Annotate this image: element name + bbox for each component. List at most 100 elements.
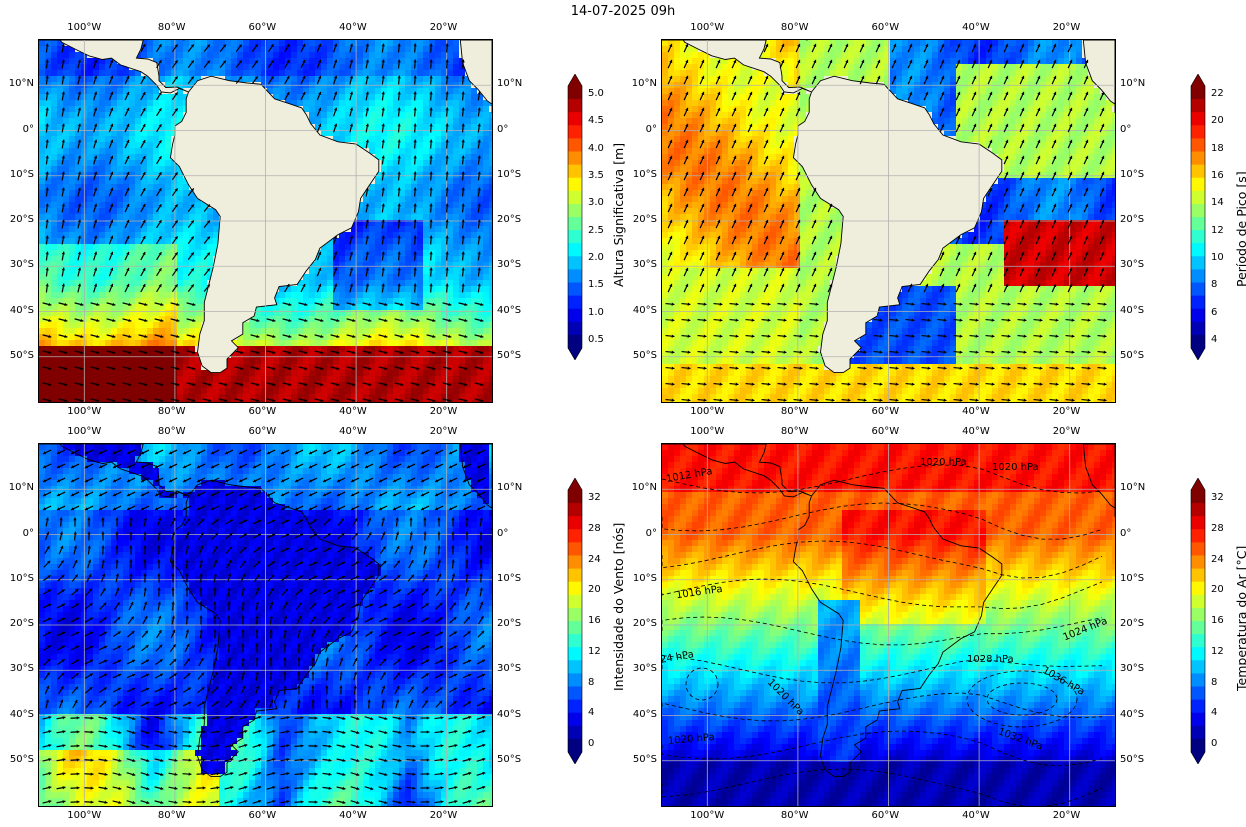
lat-tick-label: 20°S bbox=[631, 215, 657, 225]
lat-tick-label: 0° bbox=[631, 528, 657, 539]
graticule bbox=[39, 444, 492, 806]
lon-tick-label: 60°W bbox=[249, 427, 277, 437]
lat-tick-label: 50°S bbox=[631, 350, 657, 361]
lon-tick-label: 100°W bbox=[67, 811, 101, 821]
colorbar-label: Temperatura do Ar [°C] bbox=[1234, 546, 1246, 691]
lat-tick-label: 0° bbox=[497, 124, 508, 135]
lat-tick-label: 0° bbox=[1120, 124, 1131, 135]
colorbar-tick-label: 6 bbox=[1211, 307, 1217, 318]
colorbar-tick-label: 8 bbox=[1211, 677, 1217, 688]
lat-tick-label: 50°S bbox=[1120, 350, 1144, 361]
lat-tick-label: 40°S bbox=[1120, 305, 1144, 316]
map-canvas-hs bbox=[39, 40, 492, 402]
lat-tick-label: 10°N bbox=[497, 79, 522, 89]
colorbar-tick-label: 16 bbox=[1211, 171, 1224, 181]
colorbar-tick-label: 4.5 bbox=[588, 116, 604, 126]
field-raster bbox=[39, 444, 492, 806]
coastline bbox=[39, 444, 189, 498]
lat-tick-label: 30°S bbox=[1120, 664, 1144, 674]
lon-tick-label: 100°W bbox=[67, 23, 101, 33]
lat-tick-label: 0° bbox=[8, 124, 34, 135]
lat-tick-label: 40°S bbox=[8, 305, 34, 316]
colorbar-tick-label: 28 bbox=[1211, 523, 1224, 534]
figure-title: 14-07-2025 09h bbox=[0, 4, 1246, 19]
colorbar-tick-label: 5.0 bbox=[588, 89, 604, 99]
lon-tick-label: 80°W bbox=[781, 427, 809, 437]
lat-tick-label: 10°S bbox=[1120, 573, 1144, 584]
lat-tick-label: 0° bbox=[497, 528, 508, 539]
map-canvas-wind bbox=[39, 444, 492, 806]
isobars bbox=[662, 464, 1103, 806]
colorbar-tp bbox=[1190, 74, 1206, 360]
lon-tick-label: 60°W bbox=[249, 407, 277, 417]
lat-tick-label: 10°N bbox=[1120, 79, 1145, 89]
colorbar-tick-label: 8 bbox=[588, 677, 594, 688]
lat-tick-label: 10°S bbox=[631, 573, 657, 584]
coastline bbox=[459, 444, 492, 517]
field-raster bbox=[662, 444, 1115, 806]
lon-tick-label: 80°W bbox=[781, 23, 809, 33]
lat-tick-label: 50°S bbox=[631, 754, 657, 765]
map-panel-wind bbox=[38, 443, 493, 807]
colorbar-tick-label: 16 bbox=[1211, 616, 1224, 626]
colorbar-wind bbox=[567, 478, 583, 764]
lon-tick-label: 80°W bbox=[158, 23, 186, 33]
map-canvas-tp bbox=[662, 40, 1115, 402]
colorbar-label: Intensidade do Vento [nós] bbox=[611, 523, 626, 691]
coastline bbox=[1082, 40, 1115, 113]
lat-tick-label: 10°N bbox=[1120, 483, 1145, 493]
lat-tick-label: 20°S bbox=[8, 619, 34, 629]
lat-tick-label: 30°S bbox=[8, 664, 34, 674]
lat-tick-label: 40°S bbox=[1120, 709, 1144, 720]
lat-tick-label: 20°S bbox=[497, 215, 521, 225]
lat-tick-label: 10°S bbox=[8, 169, 34, 180]
lat-tick-label: 30°S bbox=[497, 664, 521, 674]
lat-tick-label: 40°S bbox=[631, 305, 657, 316]
vector-arrows bbox=[42, 43, 484, 402]
lon-tick-label: 100°W bbox=[67, 407, 101, 417]
coastline bbox=[662, 444, 812, 498]
lon-tick-label: 100°W bbox=[690, 811, 724, 821]
lat-tick-label: 10°S bbox=[8, 573, 34, 584]
colorbar-tick-label: 18 bbox=[1211, 143, 1224, 154]
colorbar-tick-label: 3.5 bbox=[588, 171, 604, 181]
lat-tick-label: 40°S bbox=[8, 709, 34, 720]
map-panel-hs bbox=[38, 39, 493, 403]
lat-tick-label: 20°S bbox=[8, 215, 34, 225]
lon-tick-label: 20°W bbox=[1053, 23, 1081, 33]
colorbar-tick-label: 3.0 bbox=[588, 198, 604, 208]
lon-tick-label: 100°W bbox=[690, 407, 724, 417]
colorbar-tick-label: 2.0 bbox=[588, 253, 604, 263]
colorbar-tick-label: 0 bbox=[588, 739, 594, 749]
lon-tick-label: 20°W bbox=[1053, 427, 1081, 437]
lat-tick-label: 10°N bbox=[631, 79, 657, 89]
lon-tick-label: 40°W bbox=[339, 407, 367, 417]
lat-tick-label: 20°S bbox=[631, 619, 657, 629]
colorbar-tick-label: 22 bbox=[1211, 89, 1224, 99]
lon-tick-label: 60°W bbox=[872, 23, 900, 33]
lon-tick-label: 60°W bbox=[249, 23, 277, 33]
lat-tick-label: 30°S bbox=[1120, 260, 1144, 270]
lon-tick-label: 80°W bbox=[158, 427, 186, 437]
lat-tick-label: 50°S bbox=[1120, 754, 1144, 765]
lat-tick-label: 40°S bbox=[631, 709, 657, 720]
lat-tick-label: 30°S bbox=[8, 260, 34, 270]
lat-tick-label: 50°S bbox=[8, 350, 34, 361]
lon-tick-label: 20°W bbox=[430, 427, 458, 437]
lon-tick-label: 80°W bbox=[781, 811, 809, 821]
lon-tick-label: 100°W bbox=[67, 427, 101, 437]
coastline bbox=[1082, 444, 1115, 517]
colorbar-tick-label: 1.0 bbox=[588, 307, 604, 318]
lon-tick-label: 20°W bbox=[430, 407, 458, 417]
colorbar-tick-label: 16 bbox=[588, 616, 601, 626]
colorbar-label: Período de Pico [s] bbox=[1234, 171, 1246, 287]
lat-tick-label: 50°S bbox=[497, 350, 521, 361]
colorbar-tick-label: 4.0 bbox=[588, 143, 604, 154]
lon-tick-label: 80°W bbox=[158, 811, 186, 821]
lat-tick-label: 20°S bbox=[1120, 619, 1144, 629]
lat-tick-label: 10°S bbox=[497, 169, 521, 180]
lat-tick-label: 10°N bbox=[8, 483, 34, 493]
colorbar-tick-label: 4 bbox=[1211, 335, 1217, 345]
lon-tick-label: 20°W bbox=[1053, 811, 1081, 821]
colorbar-tick-label: 4 bbox=[588, 708, 594, 718]
